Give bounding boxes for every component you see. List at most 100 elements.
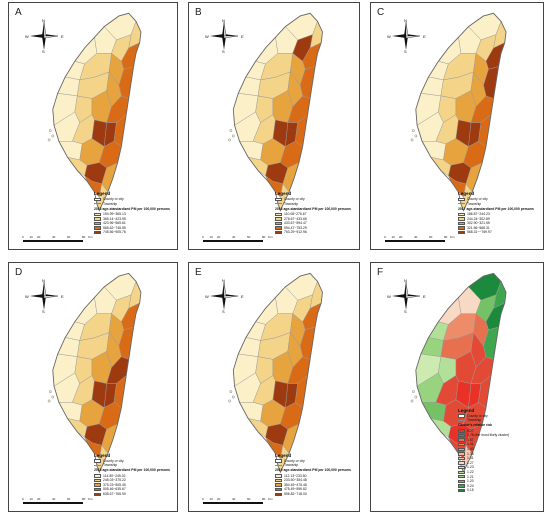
scale-tick-label: 20 <box>217 235 221 239</box>
scale-segment <box>248 502 263 504</box>
compass-label-n: N <box>222 278 225 283</box>
scale-tick-label: 80 <box>262 235 266 239</box>
scale-tick-label: 80 <box>444 235 448 239</box>
scale-tick-label: 60 <box>429 235 433 239</box>
scale-unit: Km <box>268 497 273 501</box>
legend-swatch <box>94 217 101 221</box>
legend-class-row: 433.67~594.47 <box>275 221 351 226</box>
legend-label: County or city <box>103 458 124 463</box>
legend-class-label: 1.23 <box>467 465 474 470</box>
legend-swatch <box>275 478 282 483</box>
legend-swatch <box>458 442 465 447</box>
map-legend: Legend County or city Township 2015 age-sta… <box>94 191 170 235</box>
scale-segment <box>38 502 53 504</box>
legend-label: Township <box>103 463 118 468</box>
legend-class-row: 114.80~245.02 <box>94 474 170 479</box>
map-panel-a: A N S W E Legend County or city Township 2015 ag… <box>8 2 178 250</box>
scale-segment <box>385 240 393 242</box>
legend-class-row: 276.67~433.66 <box>275 217 351 222</box>
legend-swatch <box>458 461 465 465</box>
taiwan-map <box>47 272 142 474</box>
legend-class-label: 568.31~~769.97 <box>467 230 492 235</box>
compass-label-w: W <box>387 34 391 39</box>
scale-segment <box>430 240 445 242</box>
legend-class-row: 186.87~244.23 <box>458 212 534 217</box>
legend-class-row: 423.96~565.61 <box>94 221 170 226</box>
township-swatch <box>458 419 465 421</box>
scale-tick-label: 0 <box>22 497 24 501</box>
legend-swatch <box>458 488 465 493</box>
compass-label-s: S <box>222 49 225 54</box>
legend-swatch <box>458 475 465 479</box>
islet <box>47 399 51 403</box>
legend-class-label: 594.47~753.29 <box>284 225 307 230</box>
legend-swatch <box>275 221 282 226</box>
scale-segment <box>415 240 430 242</box>
islet <box>410 399 414 403</box>
legend-class-row: 594.47~753.29 <box>275 226 351 231</box>
island-outline <box>415 12 507 212</box>
legend-class-label: 753.29~912.96 <box>284 230 307 235</box>
legend-class-label: 475.49~596.82 <box>284 487 307 492</box>
scale-bar: 0 10 20 40 60 80 Km <box>384 235 459 243</box>
legend-class-row: 1.78 (the most likely cluster) <box>458 433 509 438</box>
compass-label-w: W <box>205 34 209 39</box>
legend-swatch <box>458 212 465 217</box>
island-outline <box>52 12 142 212</box>
legend-class-label: 1.78 (the most likely cluster) <box>467 433 510 438</box>
map-region <box>421 402 447 422</box>
legend-class-row: 2.27 <box>458 429 509 434</box>
legend-swatch <box>94 474 101 478</box>
scale-segment <box>53 240 68 242</box>
legend-row-township: Township <box>94 202 170 207</box>
legend-row-county: County or city <box>275 197 351 202</box>
county-swatch <box>275 197 282 202</box>
scale-tick-label: 10 <box>209 235 213 239</box>
legend-label: Township <box>467 418 482 423</box>
legend-class-label: 745.56~905.76 <box>103 230 126 235</box>
legend-heading: 2018 age-standardized PM per 100,000 per… <box>94 468 170 473</box>
compass-rose-icon <box>30 281 59 310</box>
legend-class-label: 1.27 <box>467 460 474 465</box>
legend-class-row: 112.13~233.50 <box>275 474 351 479</box>
legend-class-label: 1.40 <box>467 446 474 451</box>
legend-swatch <box>94 231 101 235</box>
islet <box>229 129 233 132</box>
legend-row-township: Township <box>275 463 351 468</box>
scale-tick-label: 0 <box>202 497 204 501</box>
legend-class-label: 1.57 <box>467 437 474 442</box>
scale-segment <box>38 240 53 242</box>
legend-swatch <box>275 487 282 492</box>
legend-label: County or city <box>467 197 488 202</box>
legend-label: County or city <box>103 197 124 202</box>
legend-class-row: 753.29~912.96 <box>275 230 351 235</box>
legend-class-label: 110.08~276.67 <box>284 212 307 217</box>
map-panel-d: D N S W E Legend County or city Township 2018 ag… <box>8 262 178 512</box>
compass-label-s: S <box>42 309 45 314</box>
legend-class-row: 1.41 <box>458 442 509 447</box>
legend-row-county: County or city <box>275 459 351 464</box>
legend-swatch <box>275 226 282 230</box>
county-swatch <box>458 414 465 418</box>
legend-swatch <box>458 226 465 230</box>
islet <box>51 395 55 399</box>
map-legend: Legend County or city Township 2016 age-sta… <box>275 191 351 235</box>
island-outline <box>232 12 323 212</box>
compass-label-w: W <box>25 34 29 39</box>
legend-row-county: County or city <box>458 197 534 202</box>
legend-class-row: 635.67~765.90 <box>94 492 170 497</box>
legend-class-row: 0.24 <box>458 484 509 489</box>
compass-rose-icon <box>392 281 421 310</box>
legend-class-row: 1.27 <box>458 461 509 466</box>
legend-swatch <box>458 465 465 470</box>
legend-swatch <box>94 487 101 492</box>
legend-class-label: 233.50~354.48 <box>284 478 307 483</box>
legend-class-row: 565.62~745.55 <box>94 226 170 231</box>
islet <box>414 134 418 138</box>
scale-segment <box>203 502 211 504</box>
scale-tick-label: 40 <box>414 235 418 239</box>
legend-title: Legend <box>458 191 475 197</box>
compass-label-n: N <box>42 278 45 283</box>
scale-segment <box>203 240 211 242</box>
scale-segment <box>53 502 68 504</box>
